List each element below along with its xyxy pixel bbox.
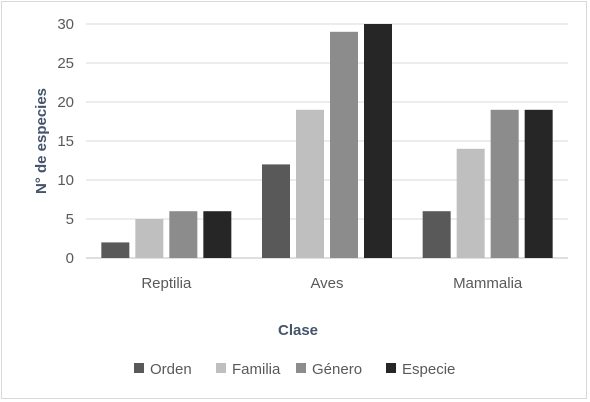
y-tick-label: 25 bbox=[57, 55, 74, 72]
legend: Orden Familia Género Especie bbox=[134, 361, 455, 378]
bar-especie-aves bbox=[364, 24, 392, 258]
legend-label: Orden bbox=[150, 361, 192, 378]
bar-orden-reptilia bbox=[101, 242, 130, 258]
y-tick-label: 30 bbox=[57, 16, 74, 33]
y-tick-label: 15 bbox=[57, 133, 74, 150]
bar-familia-mammalia bbox=[456, 148, 485, 258]
legend-swatch-familia bbox=[216, 363, 226, 373]
bar-género-aves bbox=[330, 31, 358, 258]
y-tick-label: 0 bbox=[66, 250, 74, 267]
gridlines bbox=[86, 23, 568, 259]
legend-label: Especie bbox=[402, 361, 455, 378]
legend-swatch-género bbox=[296, 363, 306, 373]
y-tick-label: 10 bbox=[57, 172, 74, 189]
category-labels: Reptilia Aves Mammalia bbox=[141, 275, 523, 292]
legend-label: Familia bbox=[232, 361, 281, 378]
bar-género-reptilia bbox=[169, 211, 198, 258]
bar-orden-mammalia bbox=[422, 211, 451, 258]
y-tick-label: 20 bbox=[57, 94, 74, 111]
legend-swatch-orden bbox=[134, 363, 144, 373]
y-tick-labels: 0 5 10 15 20 25 30 bbox=[57, 16, 74, 267]
category-label: Reptilia bbox=[141, 275, 192, 292]
legend-swatch-especie bbox=[386, 363, 396, 373]
bar-familia-reptilia bbox=[135, 219, 164, 258]
bar-orden-aves bbox=[262, 164, 290, 258]
bar-especie-mammalia bbox=[524, 109, 553, 258]
legend-label: Género bbox=[312, 361, 362, 378]
category-label: Aves bbox=[310, 275, 343, 292]
category-label: Mammalia bbox=[453, 275, 523, 292]
bar-género-mammalia bbox=[490, 109, 519, 258]
x-axis-title: Clase bbox=[278, 322, 318, 339]
y-tick-label: 5 bbox=[66, 211, 74, 228]
bar-familia-aves bbox=[296, 109, 324, 258]
y-axis-title: N° de especies bbox=[33, 88, 50, 194]
bar-especie-reptilia bbox=[203, 211, 232, 258]
bars bbox=[101, 24, 553, 258]
